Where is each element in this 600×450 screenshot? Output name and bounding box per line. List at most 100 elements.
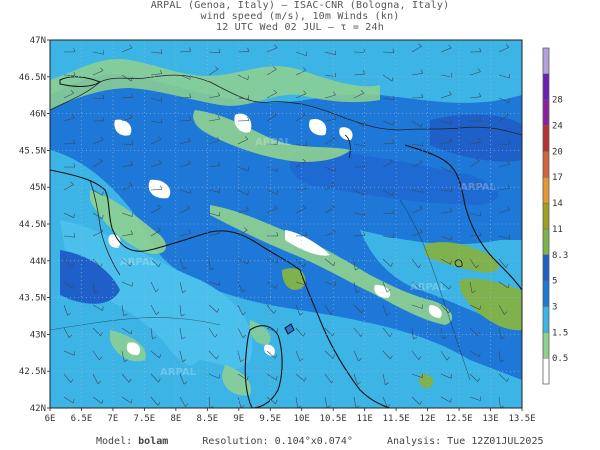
wind-barb-flag bbox=[158, 160, 162, 164]
wind-barb-flag bbox=[247, 191, 249, 196]
lon-tick-label: 12.5E bbox=[446, 414, 473, 424]
colorbar-segment bbox=[542, 177, 550, 204]
lon-tick-label: 7.5E bbox=[134, 414, 156, 424]
wind-barb-flag bbox=[303, 263, 306, 268]
wind-barb-flag bbox=[217, 115, 221, 120]
wind-barb-flag bbox=[73, 139, 76, 144]
wind-barb-flag bbox=[247, 260, 249, 265]
wind-barb-flag bbox=[479, 231, 482, 236]
wind-barb bbox=[353, 327, 362, 337]
colorbar-segment bbox=[542, 332, 550, 359]
wind-barb bbox=[266, 396, 276, 404]
wind-barb bbox=[179, 163, 191, 168]
lat-tick-label: 47N bbox=[30, 36, 46, 46]
wind-barb bbox=[353, 120, 364, 127]
wind-barb-flag bbox=[508, 140, 511, 145]
wind-barb bbox=[440, 189, 452, 192]
wind-barb bbox=[440, 304, 449, 314]
wind-barb bbox=[411, 189, 423, 193]
wind-barb-flag bbox=[73, 48, 76, 52]
wind-barb bbox=[92, 396, 103, 404]
wind-barb-flag bbox=[303, 332, 306, 337]
calm-patch-6 bbox=[285, 230, 330, 256]
wind-barb bbox=[440, 166, 451, 173]
wind-barb bbox=[382, 327, 391, 337]
wind-barb-flag bbox=[449, 137, 452, 142]
wind-barb-flag bbox=[505, 264, 509, 268]
wind-barb-flag bbox=[129, 182, 133, 186]
wind-barb bbox=[469, 160, 480, 168]
wind-barb bbox=[92, 139, 104, 145]
coastline-italy-west bbox=[50, 169, 391, 408]
wind-barb-flag bbox=[129, 114, 133, 118]
wind-barb-flag bbox=[102, 116, 105, 121]
coastline-corsica bbox=[244, 325, 283, 408]
wind-barb-flag bbox=[100, 67, 104, 71]
wind-barb bbox=[440, 211, 452, 214]
wind-barb-flag bbox=[392, 139, 395, 144]
colorbar-segment bbox=[542, 306, 550, 333]
wind-barb-flag bbox=[361, 309, 364, 314]
colorbar-label: 8.3 bbox=[552, 251, 568, 261]
wind-barb-flag bbox=[94, 290, 99, 294]
wind-barb bbox=[237, 229, 248, 237]
wind-barb bbox=[179, 232, 191, 237]
wind-barb-flag bbox=[187, 160, 191, 164]
wind-barb bbox=[266, 327, 278, 333]
wind-barb bbox=[498, 350, 501, 362]
san-marino bbox=[454, 259, 463, 268]
wind-barb-flag bbox=[183, 266, 188, 270]
wind-barb-flag bbox=[130, 330, 133, 335]
wind-barb-flag bbox=[449, 285, 452, 290]
wind-barb-flag bbox=[507, 160, 510, 165]
wind-barb-flag bbox=[420, 69, 424, 74]
wind-barb-flag bbox=[214, 333, 218, 338]
wind-barb bbox=[63, 350, 75, 356]
wind-barb bbox=[237, 396, 242, 408]
wind-barb bbox=[92, 258, 101, 268]
wind-barb-flag bbox=[358, 358, 362, 362]
wind-barb-flag bbox=[273, 89, 277, 93]
lon-tick-label: 6E bbox=[45, 414, 56, 424]
wind-barb bbox=[208, 212, 220, 217]
wind-barb bbox=[411, 304, 423, 309]
lat-tick-label: 43.5N bbox=[19, 294, 46, 304]
wind-barb-flag bbox=[333, 115, 337, 120]
wind-barb bbox=[150, 139, 162, 145]
colorbar-segment bbox=[542, 357, 550, 385]
wind-barb bbox=[411, 143, 423, 147]
wind-barb bbox=[179, 119, 191, 122]
olive-zone-adriatic-1 bbox=[425, 242, 499, 273]
wind-barb-flag bbox=[450, 398, 452, 403]
lon-tick-label: 8.5E bbox=[196, 414, 218, 424]
wind-barb-flag bbox=[421, 142, 424, 147]
wind-barb bbox=[63, 327, 70, 338]
watermark-text: ARPAL bbox=[410, 282, 447, 293]
wind-barb bbox=[150, 97, 162, 102]
wind-barb-flag bbox=[131, 93, 134, 98]
wind-barb bbox=[295, 161, 306, 168]
analysis-label: Analysis: bbox=[386, 436, 442, 447]
wind-barb bbox=[150, 304, 157, 315]
wind-barb bbox=[411, 327, 414, 339]
green-zone-apennines bbox=[210, 205, 453, 325]
colorbar: 0.5 1.5 3 5 8.3 11 14 17 20 24 28 bbox=[542, 47, 568, 385]
wind-barb-flag bbox=[185, 403, 189, 407]
wind-barb-flag bbox=[99, 228, 104, 232]
model-label: Model: bbox=[96, 436, 133, 447]
wind-barb bbox=[179, 258, 185, 270]
wind-barb bbox=[498, 46, 510, 53]
french-border bbox=[89, 179, 121, 276]
lon-tick-label: 12E bbox=[419, 414, 435, 424]
wind-barb-flag bbox=[246, 206, 249, 211]
wind-barb-flag bbox=[360, 90, 365, 94]
wind-barb bbox=[208, 51, 220, 54]
wind-barb bbox=[382, 396, 388, 408]
wind-barb-flag bbox=[363, 191, 365, 196]
wind-barb-flag bbox=[363, 48, 366, 53]
wind-barb-flag bbox=[363, 70, 366, 75]
green-zone-lombardy bbox=[193, 110, 350, 162]
colorbar-label: 14 bbox=[552, 199, 563, 209]
wind-barb bbox=[353, 373, 358, 385]
